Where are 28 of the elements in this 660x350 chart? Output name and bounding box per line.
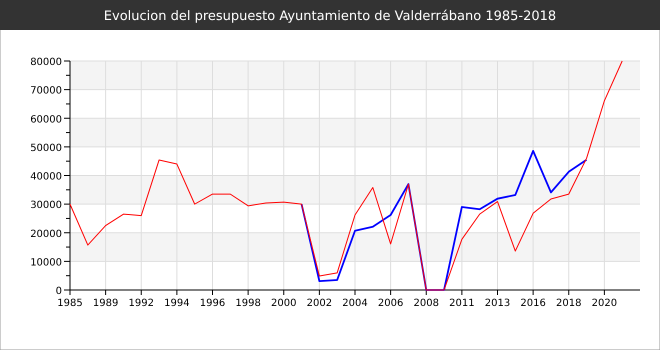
x-tick-label: 2004 <box>342 298 368 309</box>
x-tick-label: 2013 <box>484 298 510 309</box>
x-tick-label: 2011 <box>449 298 475 309</box>
x-tick-label: 2018 <box>556 298 582 309</box>
y-tick-label: 0 <box>56 286 62 297</box>
y-tick-label: 10000 <box>30 257 62 268</box>
y-tick-label: 60000 <box>30 114 62 126</box>
x-tick-label: 1996 <box>200 298 226 309</box>
x-tick-label: 1998 <box>235 298 261 309</box>
y-tick-label: 30000 <box>30 200 62 212</box>
y-tick-label: 20000 <box>30 228 62 240</box>
line-series <box>300 150 588 291</box>
x-tick-label: 1994 <box>164 298 190 309</box>
x-tick-label: 2006 <box>378 298 404 309</box>
y-tick-label: 80000 <box>30 57 62 68</box>
x-tick-label: 1989 <box>92 298 118 309</box>
y-tick-label: 40000 <box>30 172 62 182</box>
x-tick-label: 1992 <box>128 298 154 309</box>
x-tick-label: 2020 <box>592 298 618 309</box>
y-tick-label: 50000 <box>30 142 62 154</box>
y-tick-label: 70000 <box>30 86 62 97</box>
line-series <box>70 60 623 290</box>
x-tick-label: 2008 <box>414 298 439 309</box>
x-tick-label: 2000 <box>271 298 296 309</box>
chart-title: Evolucion del presupuesto Ayuntamiento de Valderrábano 1985-2018 <box>104 9 556 24</box>
x-tick-label: 2002 <box>306 298 332 309</box>
x-tick-label: 1985 <box>57 298 83 309</box>
x-tick-label: 2016 <box>520 298 546 309</box>
